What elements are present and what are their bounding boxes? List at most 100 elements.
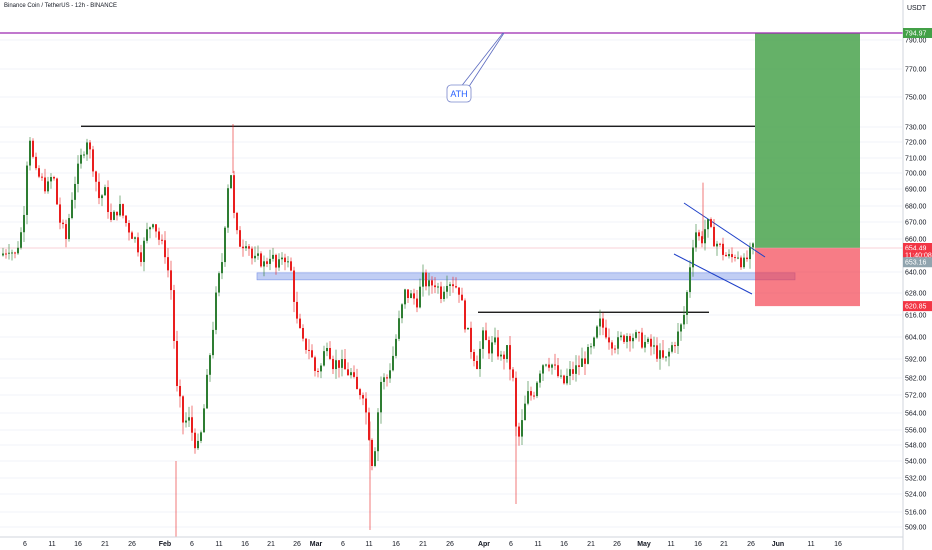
candle-body	[731, 254, 733, 258]
candles	[2, 124, 754, 537]
candle-body	[68, 218, 70, 240]
candle-body	[665, 356, 667, 358]
candle-body	[617, 337, 619, 349]
candle-body	[176, 340, 178, 386]
candle-body	[686, 292, 688, 315]
candle-body	[644, 341, 646, 348]
candle-body	[350, 372, 352, 376]
candle-body	[410, 293, 412, 299]
candle-body	[221, 262, 223, 274]
candle-body	[86, 142, 88, 155]
candle-body	[20, 232, 22, 248]
price-axis[interactable]: 790.00 770.00 750.00 730.00 720.00 710.00 700.…	[902, 0, 927, 550]
candle-body	[656, 345, 658, 359]
candle-body	[542, 365, 544, 374]
candle-body	[446, 285, 448, 292]
candle-body	[233, 175, 235, 213]
candle-body	[326, 347, 328, 352]
candle-body	[266, 261, 268, 264]
candle-body	[572, 369, 574, 374]
candle-body	[575, 365, 577, 374]
candle-body	[299, 318, 301, 328]
y-tick-label: 540.00	[905, 459, 927, 466]
candle-body	[509, 345, 511, 370]
candle-body	[569, 369, 571, 376]
candle-body	[638, 332, 640, 334]
candle-body	[14, 252, 16, 254]
candle-body	[80, 154, 82, 164]
candle-body	[119, 204, 121, 216]
candle-body	[728, 254, 730, 257]
candle-body	[698, 232, 700, 237]
candle-body	[101, 195, 103, 199]
x-tick-label: Jun	[772, 541, 784, 548]
candle-body	[674, 345, 676, 347]
x-tick-label: 26	[613, 541, 621, 548]
x-tick-label: 16	[392, 541, 400, 548]
x-tick-label: Mar	[310, 541, 323, 548]
candle-body	[593, 337, 595, 347]
candle-body	[473, 352, 475, 361]
candle-body	[512, 369, 514, 378]
candle-body	[467, 327, 469, 330]
candle-body	[392, 355, 394, 371]
chart-title: Binance Coin / TetherUS - 12h - BINANCE	[4, 3, 117, 9]
candle-body	[29, 140, 31, 166]
candle-body	[113, 211, 115, 220]
candle-body	[497, 337, 499, 357]
candle-body	[518, 426, 520, 437]
candle-body	[623, 335, 625, 342]
candle-body	[245, 246, 247, 249]
candle-body	[251, 248, 253, 259]
candle-body	[2, 253, 4, 256]
candle-body	[380, 381, 382, 413]
x-tick-label: 16	[560, 541, 568, 548]
x-tick-label: 11	[215, 541, 222, 548]
x-tick-label: 26	[747, 541, 755, 548]
candle-body	[272, 254, 274, 259]
candle-body	[608, 337, 610, 343]
candle-body	[161, 239, 163, 241]
candle-body	[95, 171, 97, 182]
y-tick-label: 556.00	[905, 428, 927, 435]
time-axis[interactable]: 6 11 16 21 26 Feb 6 11 16 21 26 Mar 6 11 16 21 26 Apr 6 11 1…	[0, 536, 903, 548]
candle-body	[455, 286, 457, 288]
candle-body	[503, 354, 505, 360]
candle-body	[404, 289, 406, 305]
x-tick-label: Apr	[478, 541, 490, 548]
drawn-levels: ATH	[0, 32, 903, 313]
candle-body	[143, 240, 145, 262]
trade-zones	[0, 33, 903, 307]
candle-body	[374, 451, 376, 466]
candle-body	[71, 199, 73, 219]
candle-body	[746, 257, 748, 260]
candle-body	[692, 247, 694, 268]
candle-body	[38, 168, 40, 177]
candle-body	[395, 338, 397, 356]
y-tick-label: 680.00	[905, 204, 927, 211]
candle-body	[461, 294, 463, 301]
x-tick-label: 26	[293, 541, 301, 548]
candle-body	[116, 211, 118, 216]
candle-body	[140, 252, 142, 262]
candle-body	[44, 177, 46, 192]
candle-body	[179, 385, 181, 397]
ath-callout-box	[446, 84, 472, 103]
candle-body	[152, 224, 154, 228]
candle-body	[491, 342, 493, 354]
candle-body	[173, 290, 175, 341]
y-tick-label: 572.00	[905, 393, 927, 400]
candle-body	[134, 237, 136, 239]
candle-body	[122, 204, 124, 216]
candle-body	[164, 240, 166, 258]
x-tick-label: Feb	[159, 541, 171, 548]
candle-body	[611, 342, 613, 349]
candle-body	[110, 212, 112, 220]
x-tick-label: 16	[241, 541, 249, 548]
candle-body	[284, 257, 286, 263]
candle-body	[725, 254, 727, 257]
candle-body	[53, 177, 55, 179]
candle-body	[494, 337, 496, 343]
candle-body	[464, 300, 466, 330]
